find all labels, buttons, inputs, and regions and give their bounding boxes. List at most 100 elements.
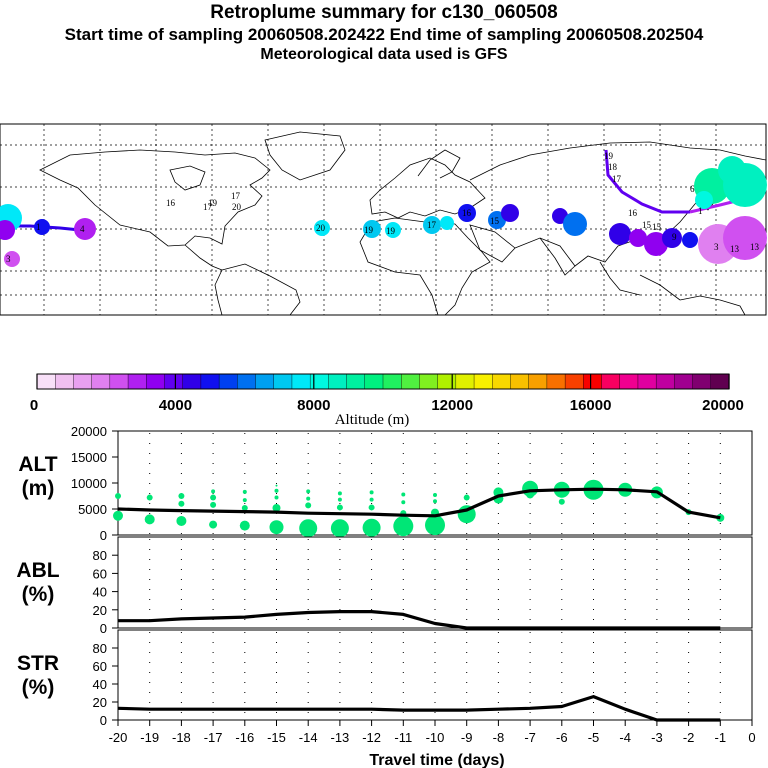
- plume-day-label: 15: [490, 216, 500, 226]
- altitude-point: [241, 504, 248, 511]
- colorbar-cell: [619, 373, 639, 390]
- coast-arabia: [469, 224, 516, 263]
- time-series-panels: 05000100001500020000ALT(m)020406080ABL(%…: [16, 424, 755, 768]
- altitude-point: [433, 499, 437, 504]
- plume-marker: [440, 216, 454, 230]
- y-tick-label: 10000: [71, 476, 107, 491]
- plume-marker: [718, 156, 746, 184]
- colorbar-cell: [674, 373, 694, 390]
- plume-day-label: 17: [612, 174, 622, 184]
- x-tick-label: -15: [267, 730, 286, 745]
- plume-day-label: 1: [698, 206, 703, 216]
- plume-day-label: 16: [628, 208, 638, 218]
- y-tick-label: 60: [93, 659, 107, 674]
- colorbar-cell: [473, 373, 493, 390]
- sampling-times: Start time of sampling 20060508.202422 E…: [64, 25, 704, 44]
- plume-day-label: 3: [714, 242, 719, 252]
- coast-hudson-bay: [169, 165, 206, 191]
- y-tick-label: 20: [93, 603, 107, 618]
- plume-marker: [34, 219, 50, 235]
- colorbar-cell: [401, 373, 421, 390]
- colorbar-cell: [692, 373, 712, 390]
- plume-marker: [662, 228, 682, 248]
- x-tick-label: -19: [140, 730, 159, 745]
- panel-frame: [117, 536, 753, 629]
- colorbar-tick-label: 12000: [431, 397, 473, 414]
- y-tick-label: 20000: [71, 424, 107, 439]
- coast-scandinavia: [417, 149, 461, 179]
- colorbar-cell: [364, 373, 384, 390]
- plume-day-label: 19: [604, 151, 614, 161]
- plume-day-label: 15: [642, 220, 652, 230]
- x-tick-label: -14: [299, 730, 318, 745]
- y-tick-label: 80: [93, 641, 107, 656]
- colorbar-cell: [200, 373, 220, 390]
- x-tick-label: -20: [109, 730, 128, 745]
- colorbar-cell: [164, 373, 184, 390]
- plot-title: Retroplume summary for c130_060508: [210, 2, 558, 23]
- coast-central-america: [184, 244, 223, 271]
- plume-day-label: 18: [608, 162, 618, 172]
- colorbar-cell: [601, 373, 621, 390]
- y-axis-label: ALT: [18, 453, 57, 476]
- x-tick-label: -9: [461, 730, 473, 745]
- coast-greenland: [264, 131, 346, 181]
- plume-day-label: 3: [6, 254, 11, 264]
- x-tick-label: -2: [683, 730, 695, 745]
- altitude-point: [275, 484, 278, 487]
- colorbar-tick-label: 16000: [570, 397, 612, 414]
- altitude-point: [115, 493, 121, 499]
- colorbar-cell: [583, 373, 603, 390]
- y-axis-label: STR: [17, 652, 59, 675]
- colorbar-cell: [564, 373, 584, 390]
- x-tick-label: -7: [524, 730, 536, 745]
- coast-india: [539, 237, 576, 276]
- x-tick-label: -11: [394, 730, 412, 745]
- panel-abl: 0 20 40 60 80 ABL(%): [16, 536, 753, 636]
- x-tick-label: -16: [235, 730, 254, 745]
- coast-australia: [679, 295, 746, 316]
- y-axis-label: (m): [22, 477, 55, 500]
- plume-marker: [563, 212, 587, 236]
- y-tick-label: 20: [93, 695, 107, 710]
- altitude-point: [239, 520, 250, 531]
- altitude-point: [269, 520, 284, 535]
- altitude-point: [337, 497, 342, 502]
- colorbar-cell: [273, 373, 293, 390]
- x-tick-label: -3: [651, 730, 663, 745]
- met-data-note: Meteorological data used is GFS: [260, 46, 508, 63]
- altitude-point: [433, 492, 437, 497]
- altitude-point: [362, 518, 381, 537]
- x-tick-label: -5: [588, 730, 600, 745]
- altitude-point: [337, 491, 342, 496]
- colorbar-cell: [510, 373, 530, 390]
- colorbar-cell: [455, 373, 475, 390]
- colorbar-cell: [55, 373, 75, 390]
- plume-trajectories: [0, 149, 767, 267]
- colorbar-label: Altitude (m): [335, 412, 410, 428]
- colorbar-cell: [182, 373, 202, 390]
- colorbar-cell: [328, 373, 348, 390]
- altitude-point: [401, 500, 406, 505]
- altitude-point: [242, 489, 247, 494]
- y-tick-label: 0: [100, 528, 107, 543]
- colorbar-cell: [546, 373, 566, 390]
- map-frame: [0, 123, 767, 316]
- panel-frame: [117, 629, 753, 721]
- y-axis-label: (%): [22, 676, 55, 699]
- colorbar-tick-label: 20000: [702, 397, 744, 414]
- plume-day-label: 19: [386, 226, 396, 236]
- series-line-abl: [118, 610, 721, 630]
- plume-day-label: 17: [427, 220, 437, 230]
- altitude-point: [144, 514, 155, 525]
- colorbar-cell: [36, 373, 56, 390]
- x-tick-label: -1: [715, 730, 727, 745]
- colorbar-cell: [655, 373, 675, 390]
- plume-day-label: 15: [652, 222, 662, 232]
- plume-day-label: 13: [730, 244, 740, 254]
- plume-marker: [4, 251, 20, 267]
- colorbar-cell: [127, 373, 147, 390]
- x-tick-label: -10: [426, 730, 445, 745]
- coast-north-america: [39, 149, 271, 247]
- colorbar-cell: [291, 373, 311, 390]
